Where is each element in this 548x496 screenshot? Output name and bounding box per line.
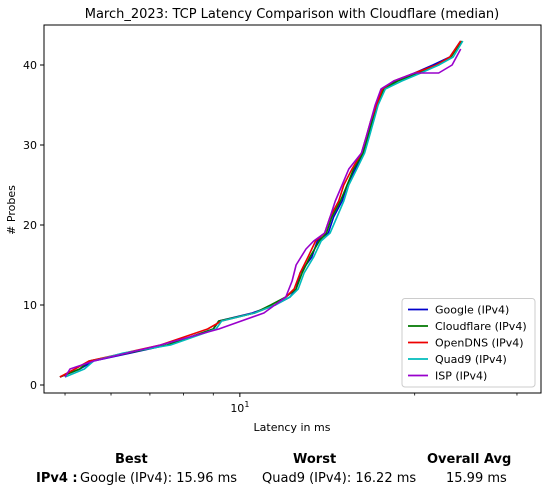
legend-box bbox=[401, 298, 536, 388]
x-tick-label: 101 bbox=[230, 400, 249, 415]
legend-entry: Quad9 (IPv4) bbox=[435, 353, 507, 366]
series-line-isp-ipv4 bbox=[64, 48, 462, 378]
y-axis-ticks: 0 10 20 30 40 bbox=[23, 59, 44, 392]
legend-entry: OpenDNS (IPv4) bbox=[435, 337, 524, 350]
legend-entry: ISP (IPv4) bbox=[435, 370, 487, 383]
plot-frame bbox=[43, 24, 542, 394]
series-line-google-ipv4 bbox=[59, 40, 462, 378]
worst-header: Worst bbox=[293, 452, 337, 467]
series-line-opendns-ipv4 bbox=[59, 40, 462, 378]
worst-value: Quad9 (IPv4): 16.22 ms bbox=[262, 471, 417, 486]
y-tick-label: 30 bbox=[23, 139, 37, 152]
y-axis-label: # Probes bbox=[5, 185, 18, 235]
y-tick-label: 10 bbox=[23, 299, 37, 312]
chart-title: March_2023: TCP Latency Comparison with … bbox=[85, 7, 500, 22]
best-header: Best bbox=[115, 452, 148, 467]
best-value: Google (IPv4): 15.96 ms bbox=[80, 471, 238, 486]
x-axis-label: Latency in ms bbox=[254, 421, 331, 434]
series-line-cloudflare-ipv4 bbox=[59, 40, 463, 378]
y-tick-label: 40 bbox=[23, 59, 37, 72]
legend-entry: Cloudflare (IPv4) bbox=[435, 320, 527, 333]
x-axis-ticks: 101 bbox=[64, 393, 518, 415]
series-lines bbox=[59, 40, 464, 378]
y-tick-label: 20 bbox=[23, 219, 37, 232]
legend-entry: Google (IPv4) bbox=[435, 304, 509, 317]
ipv4-row-label: IPv4 : bbox=[36, 471, 78, 486]
y-tick-label: 0 bbox=[30, 379, 37, 392]
overall-avg-header: Overall Avg bbox=[427, 452, 512, 467]
latency-chart: March_2023: TCP Latency Comparison with … bbox=[5, 7, 542, 434]
overall-avg-value: 15.99 ms bbox=[446, 471, 507, 486]
legend: Google (IPv4) Cloudflare (IPv4) OpenDNS (I… bbox=[401, 298, 536, 388]
